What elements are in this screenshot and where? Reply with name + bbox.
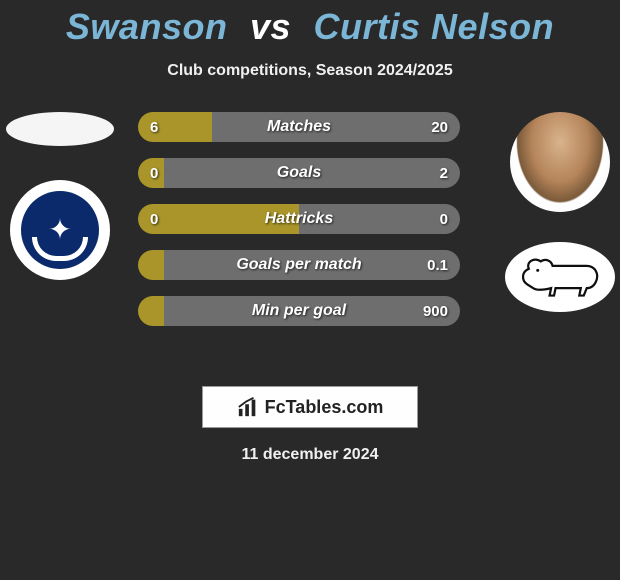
title-vs: vs <box>250 6 291 47</box>
bar-chart-icon <box>237 396 259 418</box>
crescent-icon <box>32 237 88 261</box>
stat-row: Hattricks00 <box>138 204 460 234</box>
derby-ram-icon <box>514 251 606 303</box>
title-player1: Swanson <box>66 6 228 47</box>
right-column <box>500 112 620 312</box>
stat-row: Matches620 <box>138 112 460 142</box>
stat-row: Goals02 <box>138 158 460 188</box>
fctables-logo: FcTables.com <box>202 386 418 428</box>
stat-bar-left <box>138 250 164 280</box>
stat-bar-left <box>138 112 212 142</box>
stat-bar-right <box>164 250 460 280</box>
stat-bar-left <box>138 204 299 234</box>
title-player2: Curtis Nelson <box>314 6 555 47</box>
player1-photo-placeholder <box>6 112 114 146</box>
subtitle: Club competitions, Season 2024/2025 <box>0 62 620 80</box>
player2-club-badge <box>505 242 615 312</box>
stat-bar-right <box>299 204 460 234</box>
content-area: ✦ Matches620 Goals02 Hattricks00 Goals per … <box>0 112 620 372</box>
stat-bar-right <box>164 296 460 326</box>
left-column: ✦ <box>0 112 120 280</box>
stat-row: Goals per match0.1 <box>138 250 460 280</box>
title: Swanson vs Curtis Nelson <box>0 0 620 48</box>
stat-row: Min per goal900 <box>138 296 460 326</box>
date: 11 december 2024 <box>0 446 620 464</box>
fctables-logo-text: FcTables.com <box>265 397 384 418</box>
portsmouth-badge-icon: ✦ <box>21 191 99 269</box>
player2-photo <box>510 112 610 212</box>
player1-club-badge: ✦ <box>10 180 110 280</box>
stat-bar-left <box>138 296 164 326</box>
stat-bar-right <box>164 158 460 188</box>
stat-bar-left <box>138 158 164 188</box>
comparison-card: Swanson vs Curtis Nelson Club competitio… <box>0 0 620 580</box>
stat-bars: Matches620 Goals02 Hattricks00 Goals per ma… <box>138 112 460 342</box>
stat-bar-right <box>212 112 460 142</box>
